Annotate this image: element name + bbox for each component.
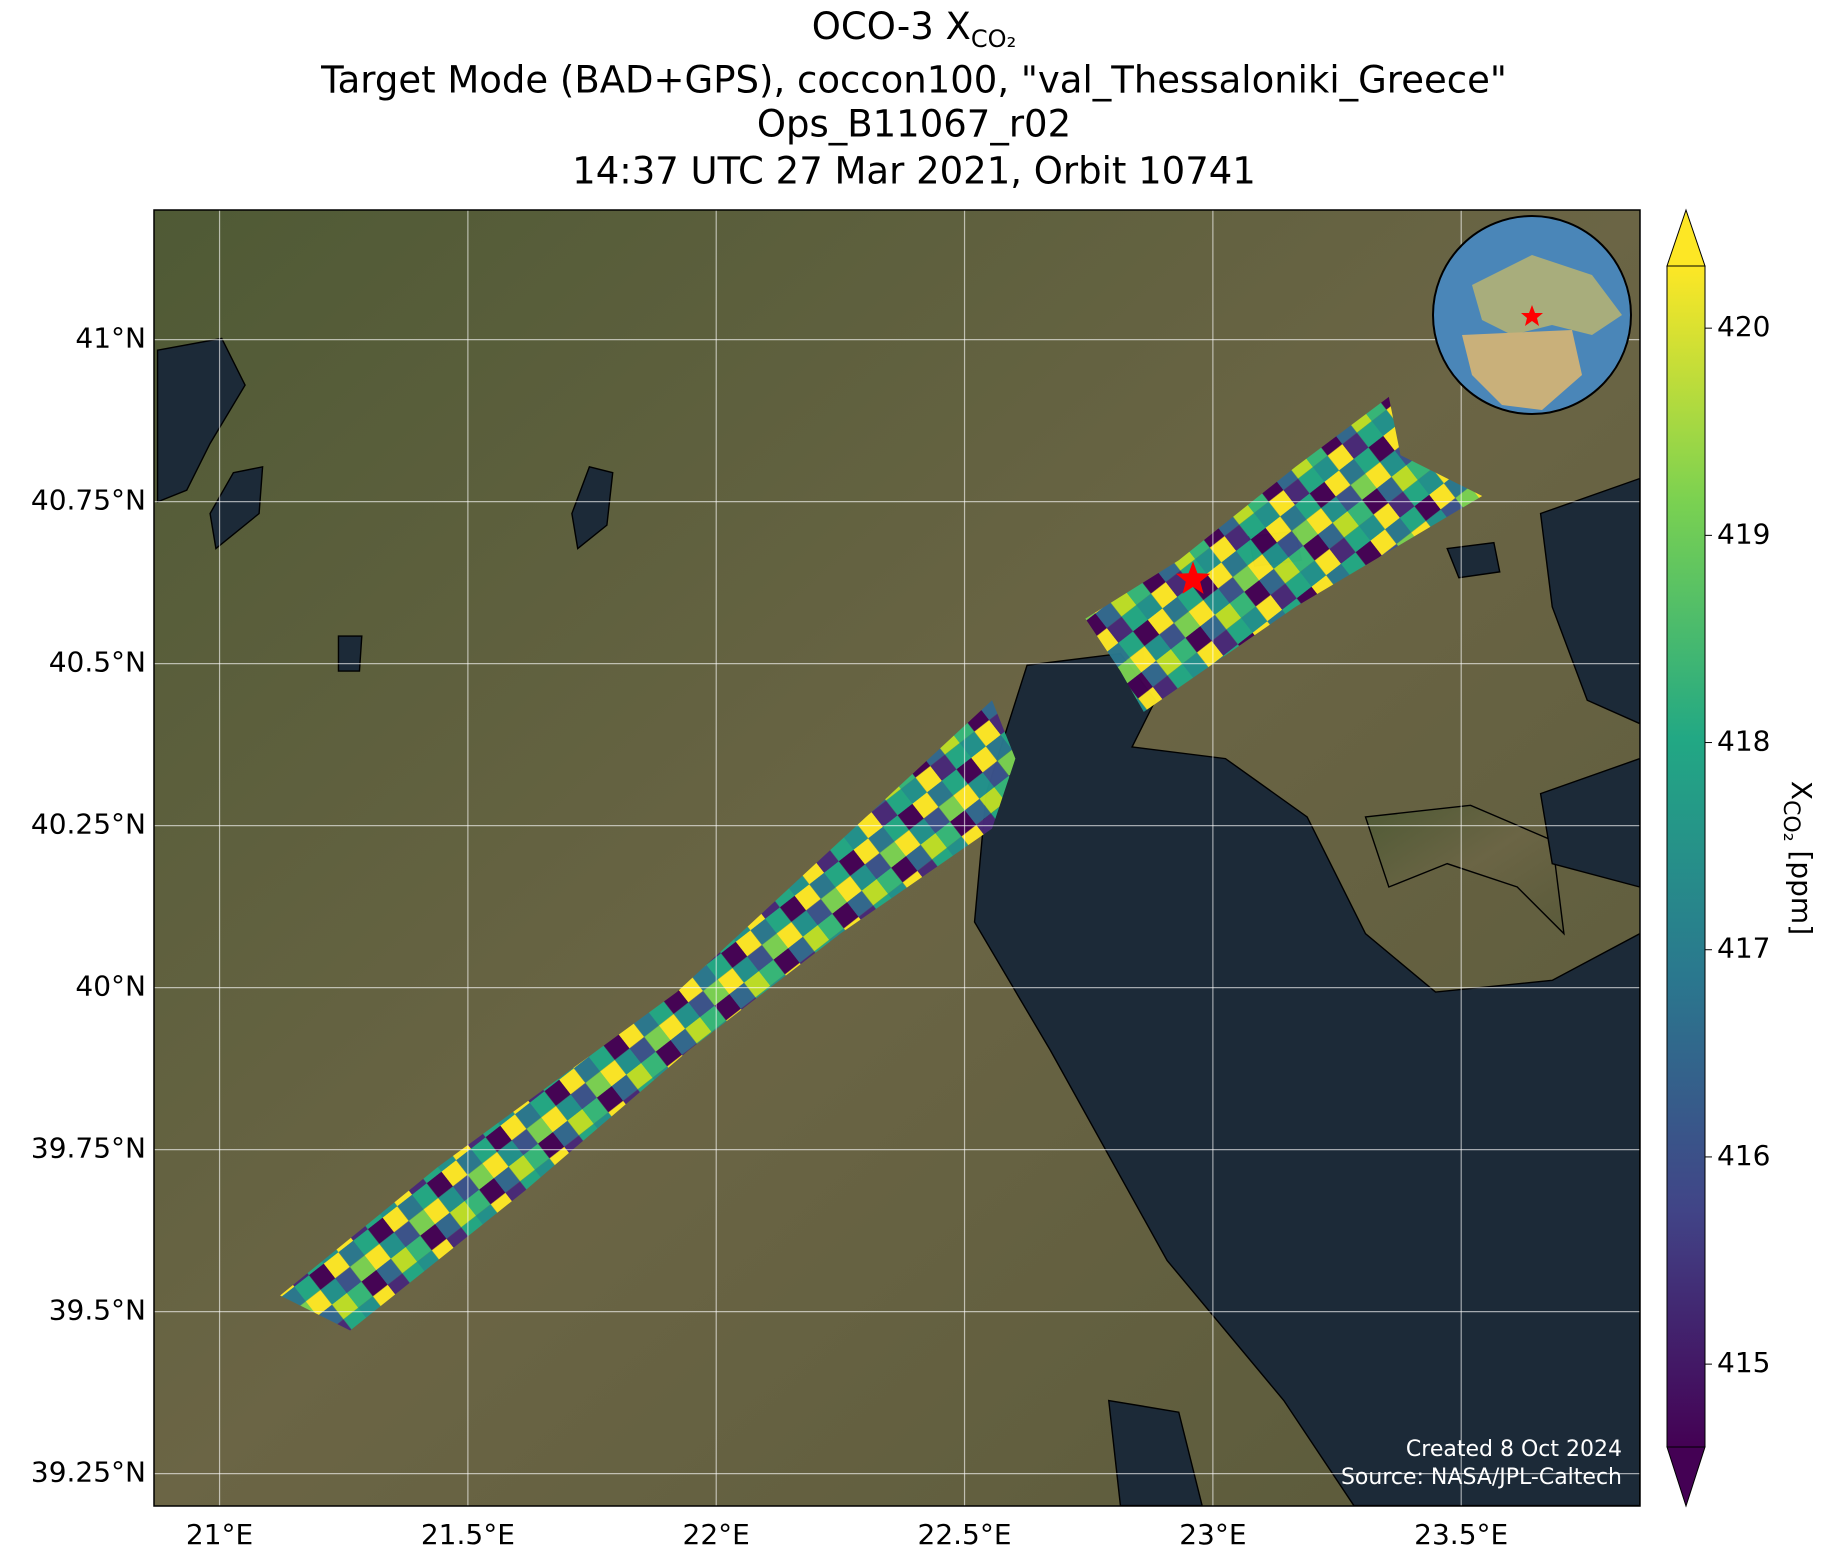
colorbar-tick-label: 418	[1717, 725, 1770, 758]
colorbar-extend	[1666, 208, 1706, 267]
x-tick-label: 21°E	[186, 1518, 253, 1551]
plot-frame	[153, 209, 1641, 1507]
globe-inset	[1432, 215, 1632, 415]
lake	[571, 466, 614, 550]
globe-land	[1472, 255, 1622, 335]
sea	[1364, 804, 1565, 936]
lake	[1446, 541, 1501, 579]
title-line: OCO-3 XCO₂	[812, 5, 1016, 54]
colorbar-tick-label: 419	[1717, 517, 1770, 550]
target-star	[1175, 561, 1211, 594]
colorbar-tick-label: 420	[1717, 310, 1770, 343]
title-line: 14:37 UTC 27 Mar 2021, Orbit 10741	[572, 150, 1256, 193]
swath-cells	[1085, 396, 1483, 712]
y-tick-label: 39.75°N	[31, 1132, 146, 1165]
lake	[209, 465, 264, 550]
title-line: Target Mode (BAD+GPS), coccon100, "val_T…	[320, 59, 1507, 102]
gridlines	[154, 210, 1640, 1506]
colorbar-tick-label: 416	[1717, 1139, 1770, 1172]
y-tick-label: 41°N	[75, 322, 146, 355]
colorbar	[1667, 266, 1705, 1447]
title-line: Ops_B11067_r02	[757, 103, 1071, 146]
credit: Created 8 Oct 2024	[1406, 1437, 1622, 1462]
x-tick-label: 22.5°E	[918, 1518, 1012, 1551]
xco2-swath	[280, 396, 1483, 1331]
x-tick-label: 21.5°E	[421, 1518, 515, 1551]
basemap: Created 8 Oct 2024 Source: NASA/JPL-Calt…	[154, 210, 1640, 1506]
y-tick-label: 40°N	[75, 970, 146, 1003]
x-tick-label: 22°E	[683, 1518, 750, 1551]
y-tick-label: 39.5°N	[49, 1294, 146, 1327]
colorbar-tick-label: 417	[1717, 932, 1770, 965]
y-tick-label: 40.25°N	[31, 808, 146, 841]
colorbar-extend	[1666, 1446, 1706, 1508]
colorbar-frame	[1666, 265, 1706, 1448]
credit: Source: NASA/JPL-Caltech	[1341, 1465, 1622, 1490]
globe-star	[1521, 305, 1543, 326]
lake	[337, 635, 363, 672]
y-tick-label: 39.25°N	[31, 1456, 146, 1489]
colorbar-label: XCO₂ [ppm]	[1778, 781, 1818, 935]
x-tick-label: 23°E	[1179, 1518, 1246, 1551]
x-tick-label: 23.5°E	[1414, 1518, 1508, 1551]
globe-land	[1462, 330, 1582, 410]
y-tick-label: 40.5°N	[49, 646, 146, 679]
colorbar-tick-label: 415	[1717, 1346, 1770, 1379]
swath-cells	[280, 700, 1016, 1331]
sea	[973, 652, 1640, 1506]
y-tick-label: 40.75°N	[31, 484, 146, 517]
sea	[1539, 477, 1640, 725]
